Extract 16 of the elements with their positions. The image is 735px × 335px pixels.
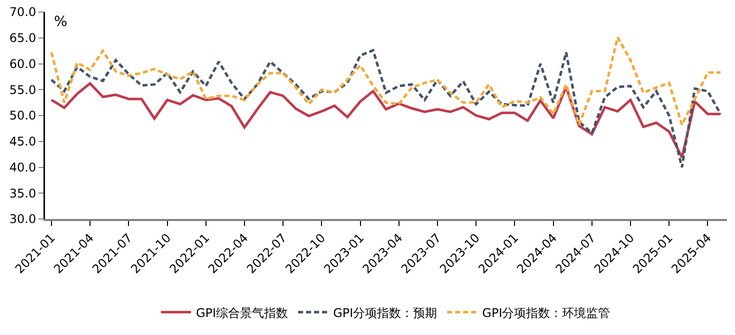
- y-tick-label: 40.0: [9, 160, 36, 174]
- legend-label: GPI分项指数：预期: [333, 306, 438, 320]
- legend-label: GPI综合景气指数: [196, 306, 288, 320]
- y-tick-label: 65.0: [9, 31, 36, 46]
- y-tick-label: 55.0: [9, 82, 36, 97]
- legend-label: GPI分项指数：环境监管: [482, 306, 610, 320]
- y-tick-label: 35.0: [9, 186, 36, 200]
- line-series: [50, 82, 722, 159]
- line-series: [50, 36, 722, 126]
- y-tick-label: 45.0: [9, 134, 36, 149]
- y-tick-label: 50.0: [9, 108, 36, 123]
- line-series: [50, 49, 722, 168]
- y-tick-label: 60.0: [9, 56, 36, 71]
- y-tick-label: 30.0: [9, 212, 36, 226]
- y-axis-title: %: [54, 14, 68, 30]
- y-tick-label: 70.0: [9, 5, 36, 20]
